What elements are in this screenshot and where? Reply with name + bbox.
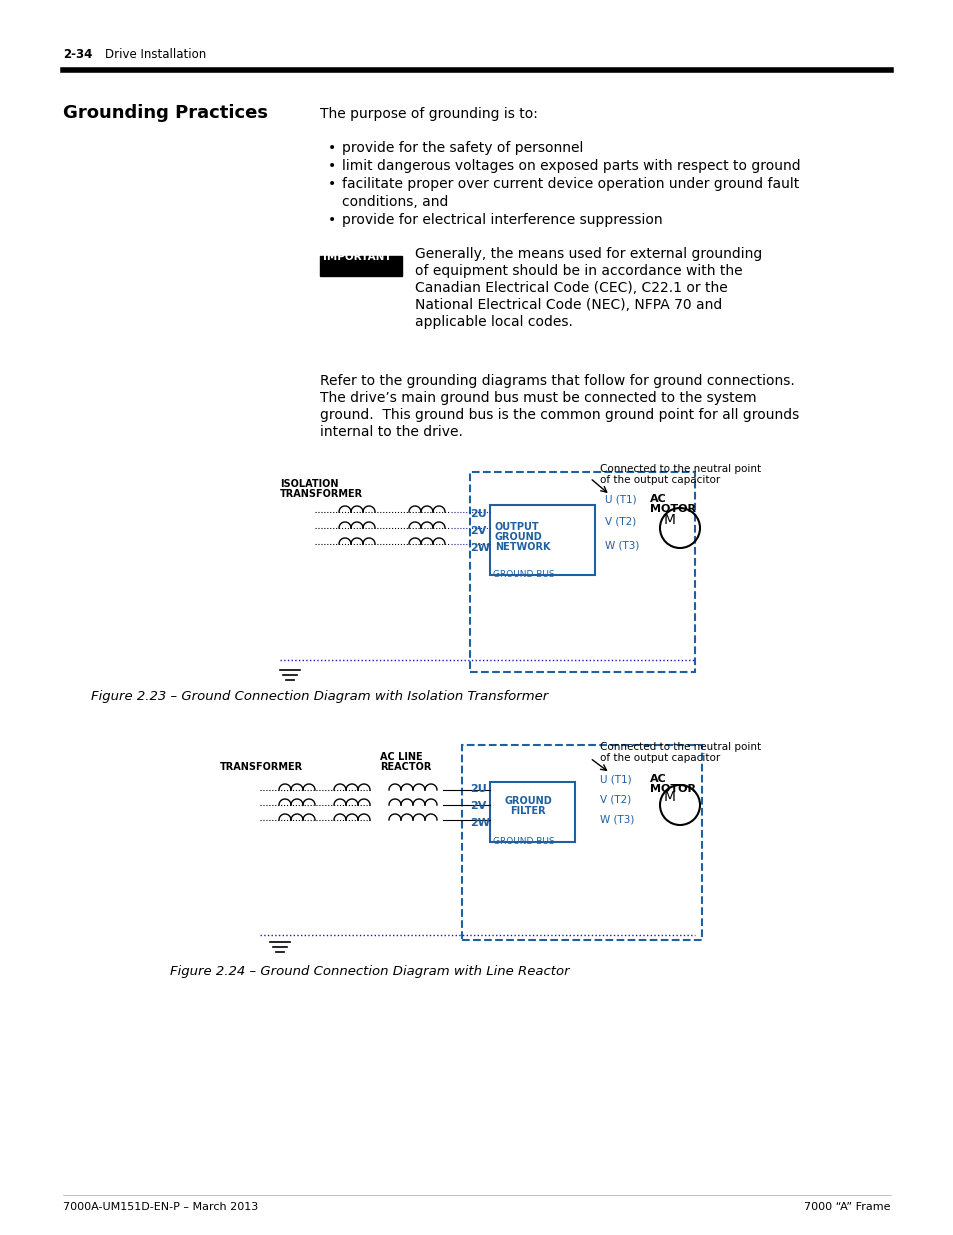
Text: 2W: 2W xyxy=(470,818,490,827)
Text: Canadian Electrical Code (CEC), C22.1 or the: Canadian Electrical Code (CEC), C22.1 or… xyxy=(415,282,727,295)
Text: Figure 2.23 – Ground Connection Diagram with Isolation Transformer: Figure 2.23 – Ground Connection Diagram … xyxy=(91,690,548,703)
Text: 7000A-UM151D-EN-P – March 2013: 7000A-UM151D-EN-P – March 2013 xyxy=(63,1202,258,1212)
Text: AC: AC xyxy=(649,774,666,784)
Text: •: • xyxy=(328,177,335,191)
Text: National Electrical Code (NEC), NFPA 70 and: National Electrical Code (NEC), NFPA 70 … xyxy=(415,298,721,312)
Text: provide for the safety of personnel: provide for the safety of personnel xyxy=(341,141,583,156)
Text: IMPORTANT: IMPORTANT xyxy=(323,252,392,262)
Text: W (T3): W (T3) xyxy=(599,814,634,824)
Text: Refer to the grounding diagrams that follow for ground connections.: Refer to the grounding diagrams that fol… xyxy=(319,374,794,388)
Text: limit dangerous voltages on exposed parts with respect to ground: limit dangerous voltages on exposed part… xyxy=(341,159,800,173)
Text: GROUND: GROUND xyxy=(504,797,552,806)
FancyBboxPatch shape xyxy=(319,256,401,275)
Text: The drive’s main ground bus must be connected to the system: The drive’s main ground bus must be conn… xyxy=(319,391,756,405)
Text: of the output capacitor: of the output capacitor xyxy=(599,753,720,763)
Text: 2U: 2U xyxy=(470,509,486,519)
Text: 2V: 2V xyxy=(470,802,486,811)
Text: •: • xyxy=(328,212,335,227)
Text: of equipment should be in accordance with the: of equipment should be in accordance wit… xyxy=(415,264,741,278)
Text: GROUND: GROUND xyxy=(495,532,542,542)
Text: Drive Installation: Drive Installation xyxy=(105,48,206,61)
Text: internal to the drive.: internal to the drive. xyxy=(319,425,462,438)
Text: 2U: 2U xyxy=(470,784,486,794)
Text: •: • xyxy=(328,159,335,173)
Text: AC: AC xyxy=(649,494,666,504)
Text: NETWORK: NETWORK xyxy=(495,542,550,552)
Text: MOTOR: MOTOR xyxy=(649,504,696,514)
Text: REACTOR: REACTOR xyxy=(379,762,431,772)
Text: 2W: 2W xyxy=(470,543,490,553)
Text: 7000 “A” Frame: 7000 “A” Frame xyxy=(803,1202,890,1212)
Text: •: • xyxy=(328,141,335,156)
Text: M: M xyxy=(663,790,676,804)
Text: facilitate proper over current device operation under ground fault: facilitate proper over current device op… xyxy=(341,177,799,191)
Text: Generally, the means used for external grounding: Generally, the means used for external g… xyxy=(415,247,761,261)
Text: ISOLATION: ISOLATION xyxy=(280,479,338,489)
Text: Connected to the neutral point: Connected to the neutral point xyxy=(599,464,760,474)
Text: U (T1): U (T1) xyxy=(604,494,636,504)
FancyBboxPatch shape xyxy=(490,505,595,576)
Text: 2-34: 2-34 xyxy=(63,48,92,61)
Text: GROUND BUS: GROUND BUS xyxy=(493,571,554,579)
Text: OUTPUT: OUTPUT xyxy=(495,522,539,532)
Text: W (T3): W (T3) xyxy=(604,540,639,550)
Text: V (T2): V (T2) xyxy=(604,517,636,527)
Text: U (T1): U (T1) xyxy=(599,774,631,784)
Text: of the output capacitor: of the output capacitor xyxy=(599,475,720,485)
Text: provide for electrical interference suppression: provide for electrical interference supp… xyxy=(341,212,662,227)
Text: conditions, and: conditions, and xyxy=(341,195,448,209)
Text: FILTER: FILTER xyxy=(510,806,545,816)
FancyBboxPatch shape xyxy=(490,782,575,842)
Text: GROUND BUS: GROUND BUS xyxy=(493,837,554,846)
Text: 2V: 2V xyxy=(470,526,486,536)
Text: applicable local codes.: applicable local codes. xyxy=(415,315,572,329)
Text: M: M xyxy=(663,513,676,527)
Text: AC LINE: AC LINE xyxy=(379,752,422,762)
Text: V (T2): V (T2) xyxy=(599,794,631,804)
Text: ground.  This ground bus is the common ground point for all grounds: ground. This ground bus is the common gr… xyxy=(319,408,799,422)
Text: Connected to the neutral point: Connected to the neutral point xyxy=(599,742,760,752)
Text: TRANSFORMER: TRANSFORMER xyxy=(280,489,363,499)
Text: Grounding Practices: Grounding Practices xyxy=(63,104,268,122)
Text: Figure 2.24 – Ground Connection Diagram with Line Reactor: Figure 2.24 – Ground Connection Diagram … xyxy=(170,965,569,978)
Text: TRANSFORMER: TRANSFORMER xyxy=(220,762,303,772)
Text: MOTOR: MOTOR xyxy=(649,784,696,794)
Text: The purpose of grounding is to:: The purpose of grounding is to: xyxy=(319,107,537,121)
